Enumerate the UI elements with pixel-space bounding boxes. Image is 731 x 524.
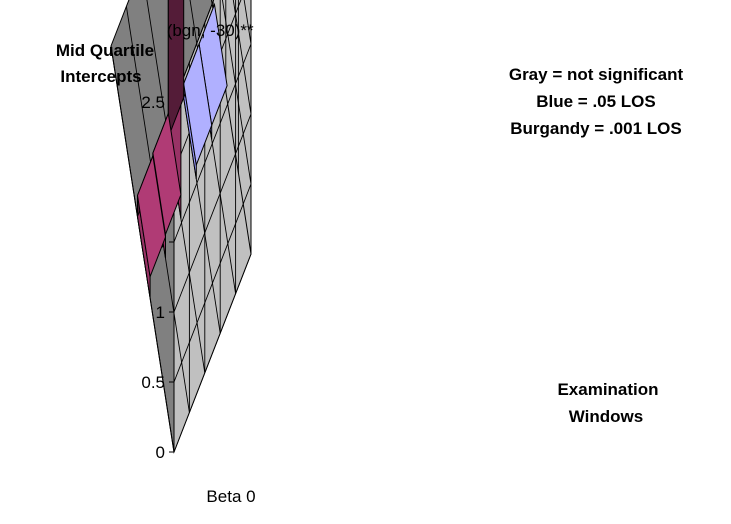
- bar: [183, 42, 213, 179]
- legend-text-blue: Blue = .05 LOS: [536, 92, 656, 111]
- y-tick-label: 0.5: [141, 373, 165, 392]
- gridline: [173, 0, 215, 103]
- back-wall: [211, 0, 252, 255]
- bar-side-face: [167, 0, 185, 138]
- y-tick-label: 2.5: [141, 93, 165, 112]
- bar: [136, 153, 167, 298]
- z-axis-title-line-2: Windows: [569, 407, 643, 426]
- z-axis-title-line-1: Examination: [557, 380, 658, 399]
- legend-text-burgundy: Burgandy = .001 LOS: [510, 119, 681, 138]
- x-axis-category-label: Beta 0: [206, 487, 255, 506]
- bars: [136, 0, 228, 298]
- bar-top-face: [136, 153, 167, 279]
- legend-text-gray: Gray = not significant: [509, 65, 684, 84]
- y-axis-title-line-2: Intercepts: [60, 67, 141, 86]
- category-label: (bgn, -15)**: [182, 0, 269, 1]
- y-axis-title-line-1: Mid Quartile: [56, 41, 154, 60]
- category-label: (bgn, -30)**: [167, 21, 254, 40]
- gridline: [173, 0, 252, 383]
- gridline: [173, 0, 252, 243]
- y-tick-label: 0: [156, 443, 165, 462]
- y-tick-label: 1: [156, 303, 165, 322]
- category-labels: (bgn, -30)**(bgn, -15)**(bgn, 0)**(bgn, …: [167, 0, 270, 40]
- gridline: [173, 0, 252, 313]
- bar-top-face: [183, 42, 213, 167]
